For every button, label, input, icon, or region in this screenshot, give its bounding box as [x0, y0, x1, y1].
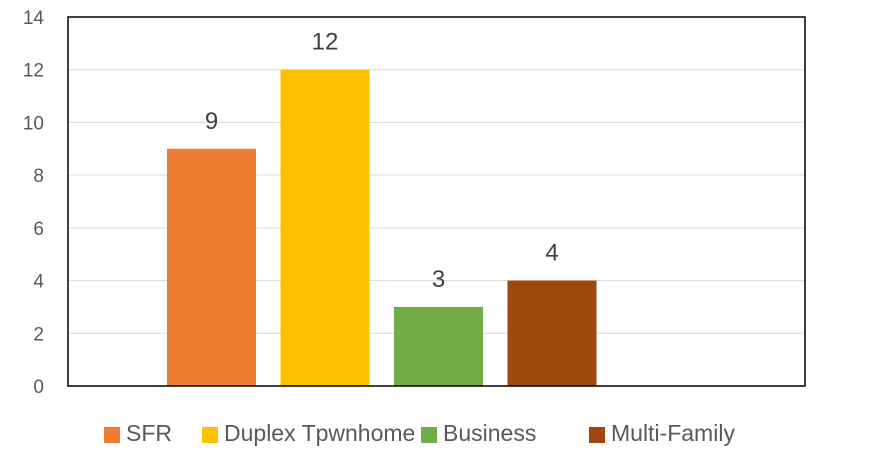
y-tick-label: 10	[23, 113, 44, 134]
bar	[167, 148, 256, 386]
y-tick-label: 14	[23, 8, 45, 29]
legend-label: SFR	[126, 420, 172, 446]
data-labels: 9 12 3 4	[205, 29, 559, 293]
legend-item: Duplex Tpwnhome	[202, 420, 415, 446]
legend-label: Multi-Family	[611, 420, 735, 446]
legend-item: Business	[421, 420, 536, 446]
legend-item: Multi-Family	[589, 420, 735, 446]
data-label: 4	[545, 240, 558, 267]
y-tick-label: 12	[23, 61, 44, 82]
plot-area-border	[67, 16, 806, 387]
legend-swatch	[104, 427, 120, 443]
legend-swatch	[421, 427, 437, 443]
bar	[280, 69, 370, 386]
y-tick-label: 4	[33, 272, 44, 293]
y-tick-label: 6	[33, 219, 44, 240]
bar	[394, 306, 483, 386]
data-label: 12	[312, 29, 339, 56]
legend-swatch	[589, 427, 605, 443]
y-axis: 0 2 4 6 8 10 12 14	[23, 8, 45, 398]
legend-label: Duplex Tpwnhome	[224, 420, 415, 446]
legend-swatch	[202, 427, 218, 443]
bars	[167, 69, 597, 386]
bar	[507, 280, 597, 386]
legend-label: Business	[443, 420, 536, 446]
legend: SFR Duplex Tpwnhome Business Multi-Family	[104, 420, 735, 446]
data-label: 3	[432, 266, 445, 293]
legend-item: SFR	[104, 420, 172, 446]
data-label: 9	[205, 108, 218, 135]
y-tick-label: 2	[33, 324, 44, 345]
y-tick-label: 8	[33, 166, 44, 187]
y-tick-label: 0	[33, 377, 44, 398]
